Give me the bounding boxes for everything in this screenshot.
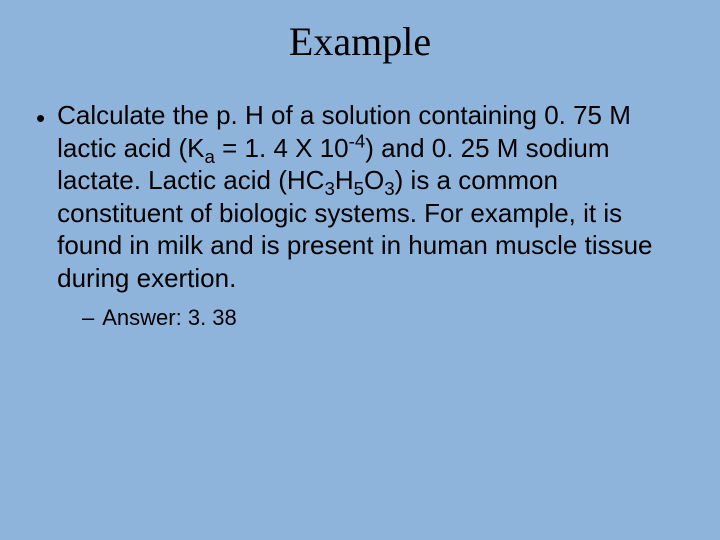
text-segment: H bbox=[335, 165, 354, 195]
text-segment: O bbox=[364, 165, 384, 195]
bullet-marker-icon: • bbox=[36, 101, 45, 135]
dash-marker-icon: – bbox=[82, 304, 94, 332]
answer-item: – Answer: 3. 38 bbox=[82, 304, 690, 332]
bullet-item: • Calculate the p. H of a solution conta… bbox=[36, 99, 690, 294]
subscript-3: 3 bbox=[384, 178, 394, 199]
superscript-neg4: -4 bbox=[349, 130, 366, 151]
subscript-3: 3 bbox=[324, 178, 334, 199]
subscript-a: a bbox=[205, 146, 215, 167]
text-segment: = 1. 4 X 10 bbox=[215, 133, 349, 163]
answer-text: Answer: 3. 38 bbox=[102, 304, 237, 332]
answer-value: 3. 38 bbox=[188, 305, 237, 330]
slide: Example • Calculate the p. H of a soluti… bbox=[0, 0, 720, 540]
subscript-5: 5 bbox=[354, 178, 364, 199]
slide-title: Example bbox=[30, 18, 690, 65]
problem-text: Calculate the p. H of a solution contain… bbox=[57, 99, 690, 294]
answer-label: Answer: bbox=[102, 305, 188, 330]
